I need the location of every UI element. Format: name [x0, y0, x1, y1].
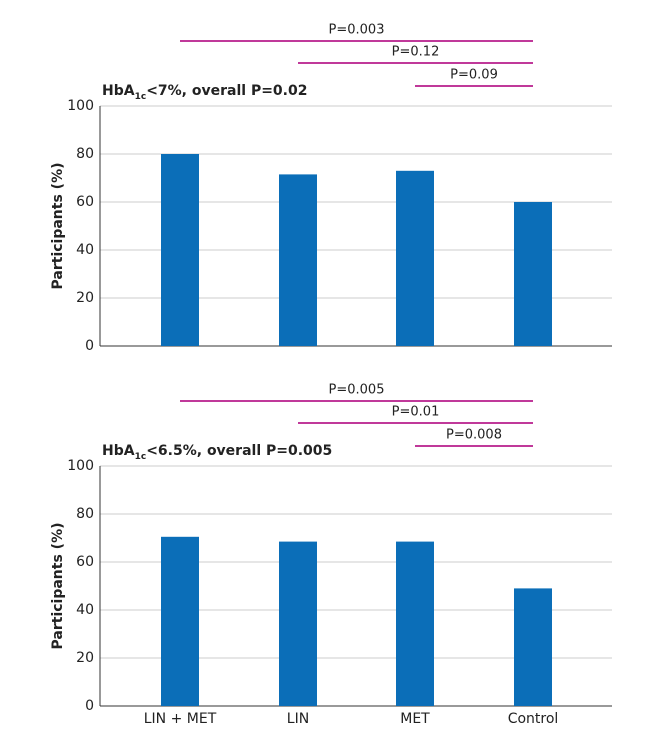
- y-tick-label: 20: [76, 290, 94, 306]
- y-tick-label: 20: [76, 650, 94, 666]
- bar: [396, 170, 434, 346]
- y-tick-label: 0: [85, 698, 94, 714]
- chart-title: HbA1c<6.5%, overall P=0.005: [102, 443, 332, 462]
- title-part: <6.5%, overall P=0.005: [146, 443, 332, 459]
- y-tick-label: 40: [76, 602, 94, 618]
- comparison-label: P=0.008: [446, 428, 502, 443]
- bar: [514, 588, 552, 706]
- comparison-label: P=0.005: [329, 383, 385, 398]
- chart-title: HbA1c<7%, overall P=0.02: [102, 83, 307, 102]
- y-tick-label: 100: [67, 98, 94, 114]
- comparison-label: P=0.09: [450, 68, 498, 83]
- title-part: 1c: [135, 452, 147, 462]
- bar: [161, 154, 199, 346]
- y-tick-label: 60: [76, 554, 94, 570]
- bar: [514, 202, 552, 346]
- x-tick-label: MET: [400, 711, 430, 727]
- comparison-label: P=0.12: [392, 45, 440, 60]
- bar: [279, 174, 317, 346]
- y-tick-label: 80: [76, 146, 94, 162]
- comparison-label: P=0.003: [329, 23, 385, 38]
- y-tick-label: 100: [67, 458, 94, 474]
- x-tick-label: LIN + MET: [144, 711, 217, 727]
- title-part: 1c: [135, 92, 147, 102]
- y-axis-label: Participants (%): [50, 523, 66, 650]
- y-tick-label: 80: [76, 506, 94, 522]
- y-tick-label: 40: [76, 242, 94, 258]
- title-part: <7%, overall P=0.02: [146, 83, 307, 99]
- y-axis-label: Participants (%): [50, 163, 66, 290]
- bar: [396, 541, 434, 706]
- comparison-label: P=0.01: [392, 405, 440, 420]
- title-part: HbA: [102, 443, 135, 459]
- bar: [279, 541, 317, 706]
- y-tick-label: 60: [76, 194, 94, 210]
- x-tick-label: Control: [508, 711, 559, 727]
- title-part: HbA: [102, 83, 135, 99]
- y-tick-label: 0: [85, 338, 94, 354]
- bar: [161, 536, 199, 706]
- x-tick-label: LIN: [287, 711, 309, 727]
